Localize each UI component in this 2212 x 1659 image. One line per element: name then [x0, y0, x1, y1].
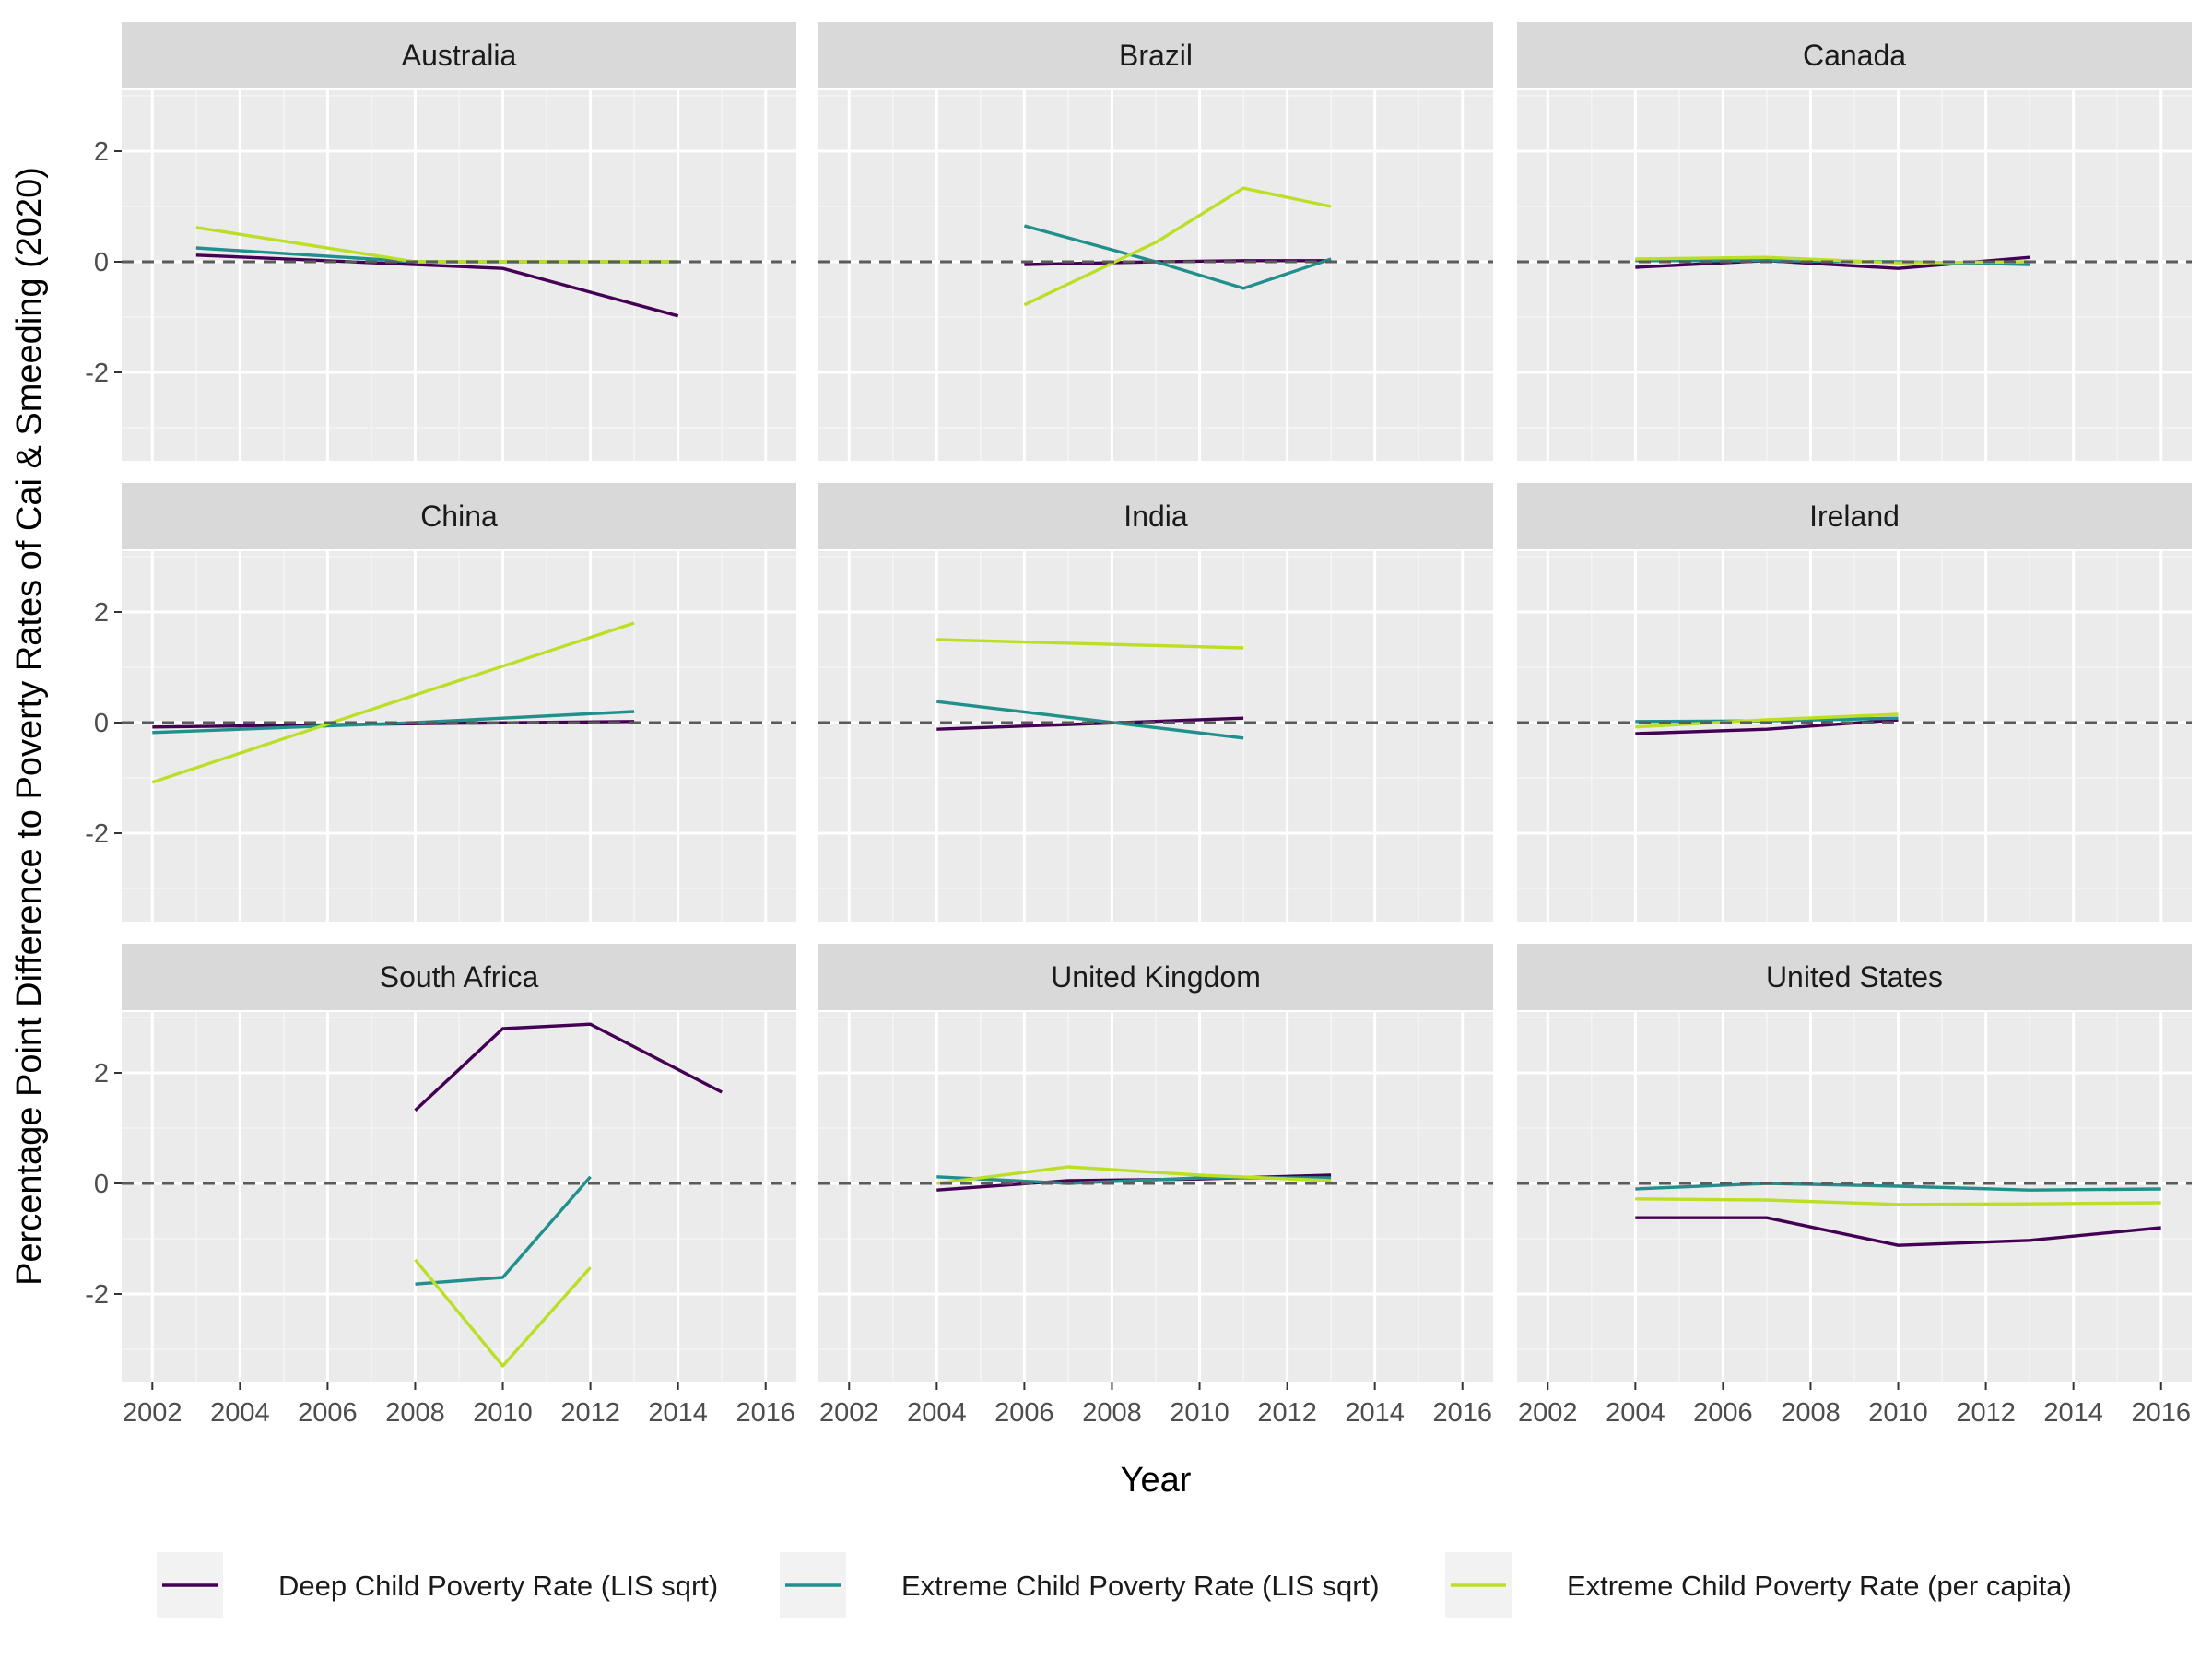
series-line-extreme-pc-india: [936, 638, 1244, 650]
legend-item-extreme-pc: Extreme Child Poverty Rate (per capita): [1445, 1552, 2072, 1618]
x-tick-label: 2008: [1781, 1398, 1841, 1428]
strip-label-united-kingdom: United Kingdom: [1051, 960, 1261, 994]
strip-canada: [1517, 22, 2192, 88]
y-tick-label: 0: [94, 248, 109, 277]
strip-label-canada: Canada: [1803, 39, 1906, 72]
x-tick-label: 2010: [1868, 1398, 1928, 1428]
x-tick-label: 2002: [123, 1398, 182, 1428]
series-line-extreme-pc-united-kingdom: [936, 1165, 1332, 1185]
x-tick-label: 2002: [819, 1398, 879, 1428]
x-tick-label: 2012: [1257, 1398, 1317, 1428]
strip-south-africa: [122, 944, 796, 1010]
panel-india: India: [818, 483, 1493, 922]
series-line-extreme-lis-india: [936, 700, 1244, 740]
y-axis-title: Percentage Point Difference to Poverty R…: [10, 167, 49, 1286]
series-line-extreme-pc-ireland: [1635, 712, 1899, 729]
x-tick-label: 2014: [648, 1398, 708, 1428]
series-line-extreme-pc-china: [151, 621, 635, 784]
panel-brazil: Brazil: [818, 22, 1493, 461]
strip-label-ireland: Ireland: [1809, 500, 1900, 533]
y-tick-label: 0: [94, 1170, 109, 1199]
legend-label: Deep Child Poverty Rate (LIS sqrt): [278, 1570, 718, 1602]
strip-label-south-africa: South Africa: [380, 960, 539, 994]
x-tick-label: 2012: [560, 1398, 620, 1428]
x-axis-title: Year: [1121, 1461, 1192, 1500]
x-tick-label: 2016: [2131, 1398, 2191, 1428]
y-tick-label: -2: [85, 1280, 109, 1310]
strip-united-kingdom: [818, 944, 1493, 1010]
y-tick-label: 0: [94, 709, 109, 738]
panel-united-kingdom: United Kingdom 2002 2004 2006 2008 2010 2012 20…: [818, 944, 1493, 1428]
x-tick-label: 2014: [1345, 1398, 1405, 1428]
series-line-extreme-pc-brazil: [1023, 186, 1332, 307]
strip-india: [818, 483, 1493, 549]
panel-ireland: Ireland: [1517, 483, 2192, 922]
x-tick-label: 2008: [385, 1398, 445, 1428]
series-line-deep-lis-australia: [195, 253, 679, 318]
x-tick-label: 2010: [473, 1398, 533, 1428]
strip-brazil: [818, 22, 1493, 88]
strip-label-china: China: [420, 500, 498, 533]
series-line-deep-lis-united-states: [1635, 1216, 2161, 1247]
x-tick-label: 2006: [298, 1398, 358, 1428]
x-tick-label: 2012: [1956, 1398, 2016, 1428]
y-tick-label: -2: [85, 819, 109, 849]
facet-panels: Australia -2 0 2 Brazil Canada China -2 0 2 India I…: [85, 22, 2192, 1428]
x-tick-label: 2006: [994, 1398, 1054, 1428]
y-tick-label: 2: [94, 1059, 109, 1088]
x-tick-label: 2016: [735, 1398, 795, 1428]
x-tick-label: 2004: [907, 1398, 967, 1428]
legend-label: Extreme Child Poverty Rate (LIS sqrt): [901, 1570, 1380, 1602]
x-tick-label: 2004: [210, 1398, 270, 1428]
y-tick-label: 2: [94, 598, 109, 628]
series-line-deep-lis-south-africa: [414, 1022, 723, 1112]
x-tick-label: 2006: [1693, 1398, 1753, 1428]
strip-ireland: [1517, 483, 2192, 549]
x-tick-label: 2004: [1606, 1398, 1665, 1428]
x-tick-label: 2002: [1518, 1398, 1578, 1428]
series-line-extreme-lis-brazil: [1023, 224, 1332, 290]
panel-australia: Australia -2 0 2: [85, 22, 796, 461]
strip-label-india: India: [1124, 500, 1188, 533]
y-tick-label: 2: [94, 137, 109, 167]
strip-label-australia: Australia: [402, 39, 517, 72]
strip-label-brazil: Brazil: [1119, 39, 1193, 72]
strip-china: [122, 483, 796, 549]
panel-china: China -2 0 2: [85, 483, 796, 922]
strip-label-united-states: United States: [1766, 960, 1943, 994]
legend-item-deep-lis: Deep Child Poverty Rate (LIS sqrt): [157, 1552, 718, 1618]
series-line-extreme-pc-south-africa: [414, 1258, 592, 1368]
panel-united-states: United States 2002 2004 2006 2008 2010 2012 201…: [1517, 944, 2192, 1428]
y-tick-label: -2: [85, 359, 109, 388]
legend-label: Extreme Child Poverty Rate (per capita): [1567, 1570, 2072, 1602]
series-line-deep-lis-ireland: [1635, 718, 1899, 735]
x-tick-label: 2014: [2043, 1398, 2103, 1428]
panel-canada: Canada: [1517, 22, 2192, 461]
x-tick-label: 2016: [1432, 1398, 1492, 1428]
series-line-extreme-lis-south-africa: [415, 1175, 592, 1286]
panel-south-africa: South Africa -2 0 2 2002 2004 2006 2008 2010 2012…: [85, 944, 796, 1428]
legend-item-extreme-lis: Extreme Child Poverty Rate (LIS sqrt): [780, 1552, 1380, 1618]
strip-australia: [122, 22, 796, 88]
x-tick-label: 2008: [1082, 1398, 1142, 1428]
legend: Deep Child Poverty Rate (LIS sqrt) Extrem…: [157, 1552, 2072, 1618]
x-tick-label: 2010: [1170, 1398, 1230, 1428]
series-line-extreme-pc-united-states: [1635, 1197, 2161, 1206]
strip-united-states: [1517, 944, 2192, 1010]
series-line-extreme-lis-united-states: [1635, 1182, 2161, 1192]
